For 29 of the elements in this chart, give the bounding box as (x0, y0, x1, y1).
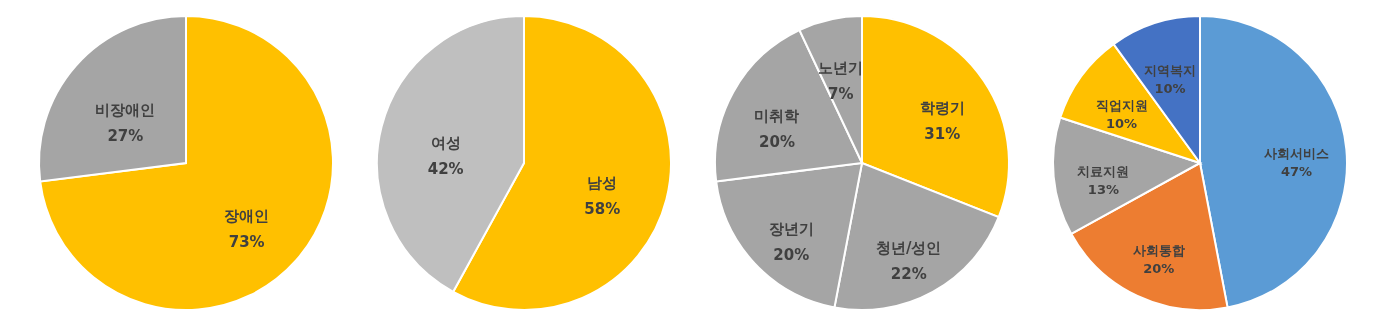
slice-label: 직업지원 (1095, 97, 1148, 113)
slice-label: 치료지원 (1077, 164, 1130, 180)
data-label: 73% (228, 233, 265, 252)
data-label: 58% (584, 200, 621, 219)
data-label: 27% (107, 126, 144, 145)
pie-slice (39, 15, 334, 311)
data-label: 20% (759, 133, 795, 152)
slice-label: 사회서비스 (1264, 145, 1330, 161)
slice-label: 학령기 (919, 99, 965, 118)
slice-label: 노년기 (818, 59, 864, 78)
slice-label: 청년/성인 (876, 239, 942, 258)
data-label: 10% (1154, 80, 1186, 96)
data-label: 31% (924, 125, 961, 144)
slice-label: 장애인 (224, 207, 270, 226)
data-label: 20% (1143, 260, 1175, 276)
slice-label: 여성 (430, 133, 461, 152)
slice-label: 미취학 (754, 107, 800, 126)
slice-label: 비장애인 (95, 100, 156, 119)
slice-label: 남성 (587, 174, 618, 193)
data-label: 42% (427, 159, 464, 178)
data-label: 47% (1281, 163, 1313, 179)
data-label: 20% (773, 246, 810, 265)
slice-label: 장년기 (768, 220, 814, 239)
slice-label: 지역복지 (1144, 62, 1197, 78)
data-label: 22% (890, 265, 927, 284)
slice-label: 사회통합 (1132, 242, 1185, 258)
data-label: 10% (1105, 115, 1138, 131)
data-label: 7% (828, 85, 854, 104)
data-label: 13% (1087, 182, 1119, 198)
